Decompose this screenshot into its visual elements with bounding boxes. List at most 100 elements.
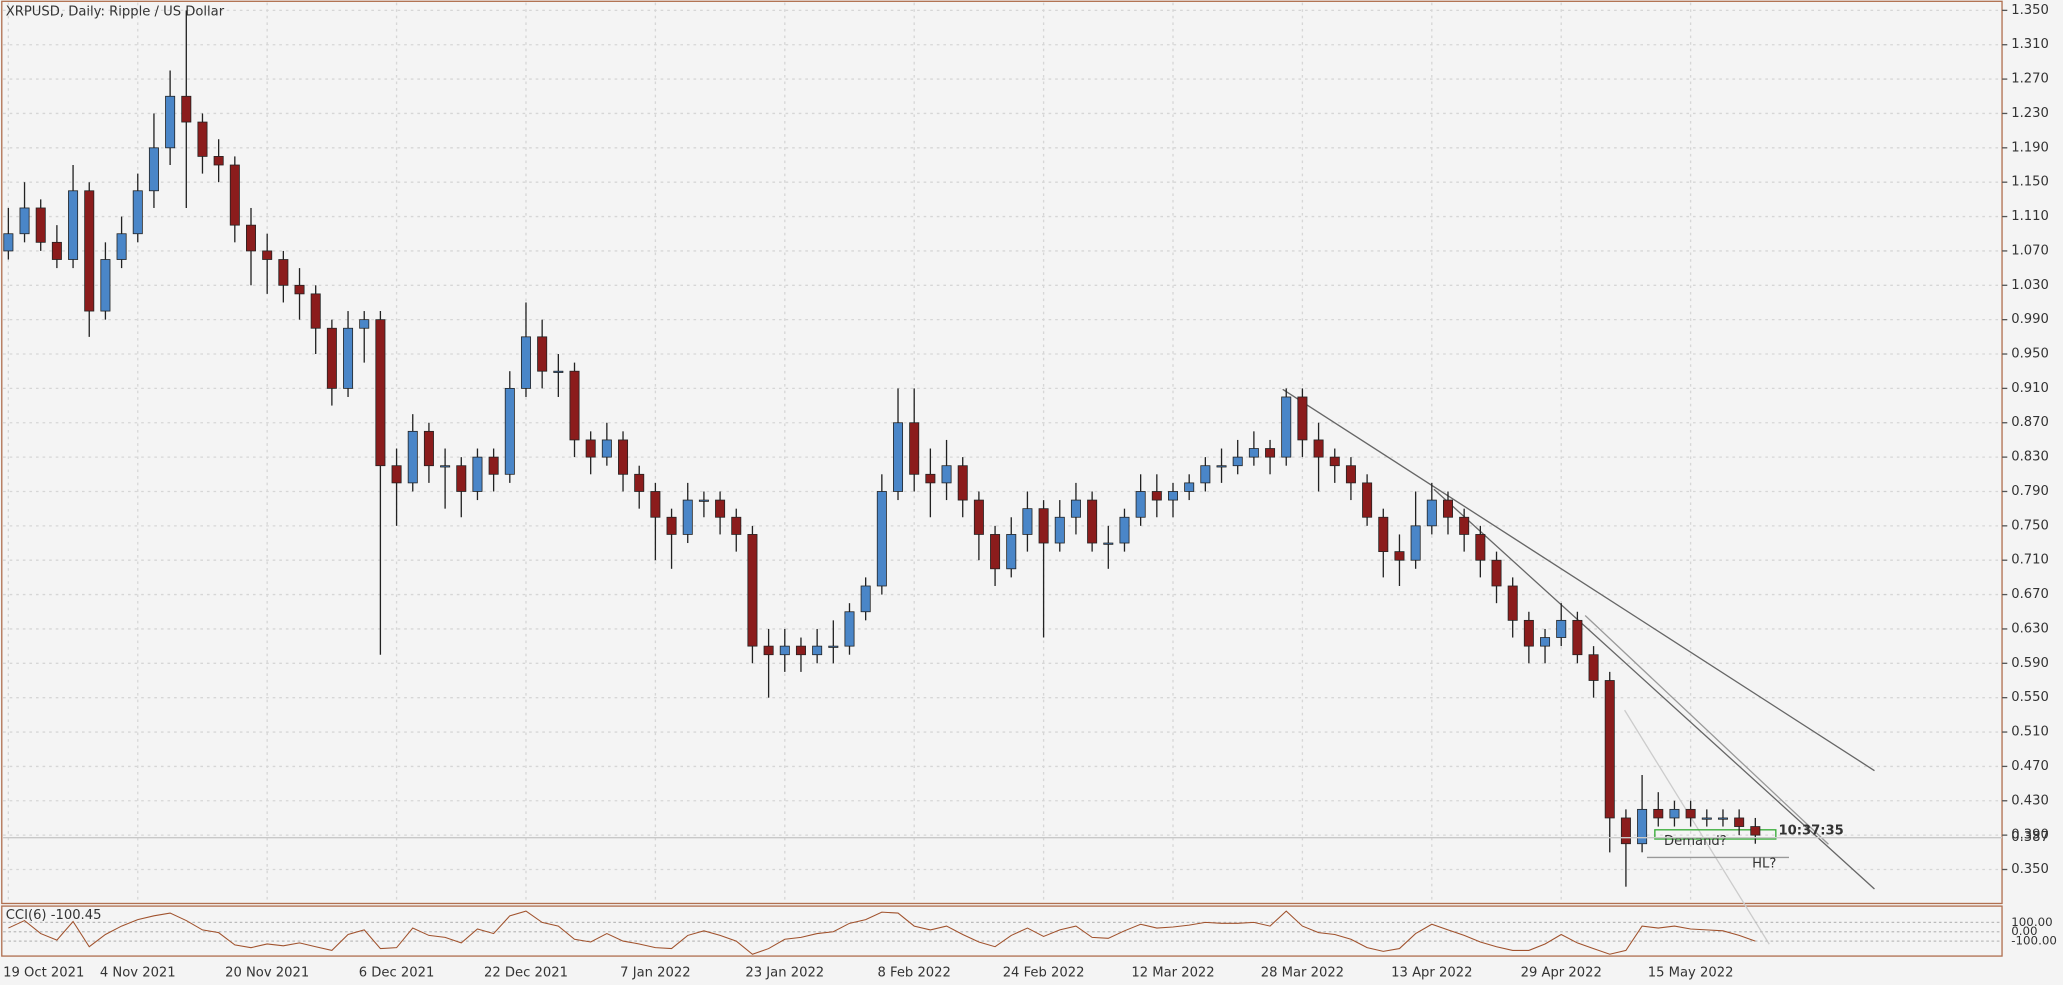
candle-body xyxy=(245,224,256,252)
candle-body xyxy=(715,499,726,518)
candle-body xyxy=(1604,680,1615,819)
candle-body xyxy=(213,156,224,166)
y-tick-label: 0.910 xyxy=(2011,381,2049,396)
timer: 10:37:35 xyxy=(1778,824,1843,839)
candle-body xyxy=(618,439,629,475)
x-tick-label: 20 Nov 2021 xyxy=(225,966,309,981)
candle-body xyxy=(1669,808,1680,819)
annotation: Demand? xyxy=(1664,834,1727,849)
candle-body xyxy=(1265,448,1276,458)
candle-body xyxy=(440,465,451,468)
candle-body xyxy=(1313,439,1324,458)
y-tick-label: 1.350 xyxy=(2011,3,2049,18)
candle-body xyxy=(747,534,758,647)
candle-body xyxy=(893,422,904,492)
candle-body xyxy=(828,645,839,648)
candle-body xyxy=(682,499,693,535)
candle-body xyxy=(1717,817,1728,820)
candle-body xyxy=(472,456,483,492)
candle-body xyxy=(19,207,30,235)
candle-body xyxy=(1168,491,1179,501)
candle-body xyxy=(1070,499,1081,518)
candle-body xyxy=(391,465,402,484)
candle-body xyxy=(456,465,467,492)
y-tick-label: 0.390 xyxy=(2011,828,2049,843)
candle-body xyxy=(634,473,645,492)
candle-body xyxy=(1216,465,1227,468)
candle-body xyxy=(876,491,887,587)
candle-body xyxy=(973,499,984,535)
candle-body xyxy=(795,645,806,656)
marks xyxy=(3,10,1761,887)
candle-body xyxy=(278,259,289,286)
x-tick-label: 13 Apr 2022 xyxy=(1391,966,1472,981)
y-tick-label: 0.550 xyxy=(2011,690,2049,705)
candle-body xyxy=(520,336,531,389)
candle-body xyxy=(84,190,95,312)
trendline xyxy=(1624,709,1770,945)
y-tick-label: 1.110 xyxy=(2011,209,2049,224)
x-tick-label: 29 Apr 2022 xyxy=(1521,966,1602,981)
candle-body xyxy=(650,491,661,518)
y-tick-label: 0.950 xyxy=(2011,347,2049,362)
y-tick-label: 0.710 xyxy=(2011,553,2049,568)
candle-body xyxy=(1297,396,1308,441)
candle-body xyxy=(1329,456,1340,467)
candle-body xyxy=(229,164,240,226)
candle-body xyxy=(941,465,952,484)
candle-body xyxy=(310,293,321,329)
chart-title: XRPUSD, Daily: Ripple / US Dollar xyxy=(6,4,225,19)
candle-body xyxy=(1507,585,1518,621)
candle-body xyxy=(1200,465,1211,484)
candle-body xyxy=(779,645,790,656)
candle-body xyxy=(1151,491,1162,501)
candle-body xyxy=(860,585,871,613)
y-tick-label: 0.750 xyxy=(2011,518,2049,533)
y-tick-label: 0.510 xyxy=(2011,725,2049,740)
candle-body xyxy=(262,250,273,260)
x-tick-label: 7 Jan 2022 xyxy=(620,966,690,981)
y-tick-label: 0.790 xyxy=(2011,484,2049,499)
cci-line xyxy=(8,910,1756,955)
cci-tick-label: 100.00 xyxy=(2011,915,2052,929)
candle-body xyxy=(197,121,208,157)
candle-body xyxy=(844,611,855,647)
candle-body xyxy=(1442,499,1453,518)
trendline xyxy=(1433,488,1875,890)
candle-body xyxy=(731,516,742,535)
x-tick-label: 22 Dec 2021 xyxy=(484,966,568,981)
cci-tick-label: -100.00 xyxy=(2011,934,2057,948)
candle-body xyxy=(148,147,159,192)
candle-body xyxy=(666,516,677,535)
candle-body xyxy=(3,233,14,252)
x-tick-label: 4 Nov 2021 xyxy=(100,966,176,981)
y-tick-label: 0.430 xyxy=(2011,793,2049,808)
candle-body xyxy=(1248,448,1259,458)
candle-body xyxy=(68,190,79,260)
candle-body xyxy=(698,499,709,502)
cci-frame xyxy=(1,905,2003,957)
x-tick-label: 19 Oct 2021 xyxy=(3,966,84,981)
candle-body xyxy=(1426,499,1437,527)
candle-body xyxy=(1038,508,1049,544)
y-tick-label: 1.070 xyxy=(2011,243,2049,258)
x-tick-label: 15 May 2022 xyxy=(1648,966,1734,981)
y-tick-label: 0.630 xyxy=(2011,621,2049,636)
trendline xyxy=(1282,388,1875,772)
y-tick-label: 0.670 xyxy=(2011,587,2049,602)
cci-label: CCI(6) -100.45 xyxy=(6,908,102,923)
trendline xyxy=(1584,614,1829,845)
candle-body xyxy=(1103,542,1114,545)
candle-body xyxy=(407,430,418,484)
candle-body xyxy=(1475,534,1486,561)
candle-body xyxy=(1588,654,1599,681)
candle-body xyxy=(1345,465,1356,484)
y-tick-label: 1.030 xyxy=(2011,278,2049,293)
candle-body xyxy=(1394,551,1405,561)
candle-body xyxy=(569,370,580,441)
candle-body xyxy=(1378,516,1389,553)
candle-body xyxy=(504,387,515,475)
x-tick-label: 23 Jan 2022 xyxy=(745,966,824,981)
candle-body xyxy=(116,233,127,260)
